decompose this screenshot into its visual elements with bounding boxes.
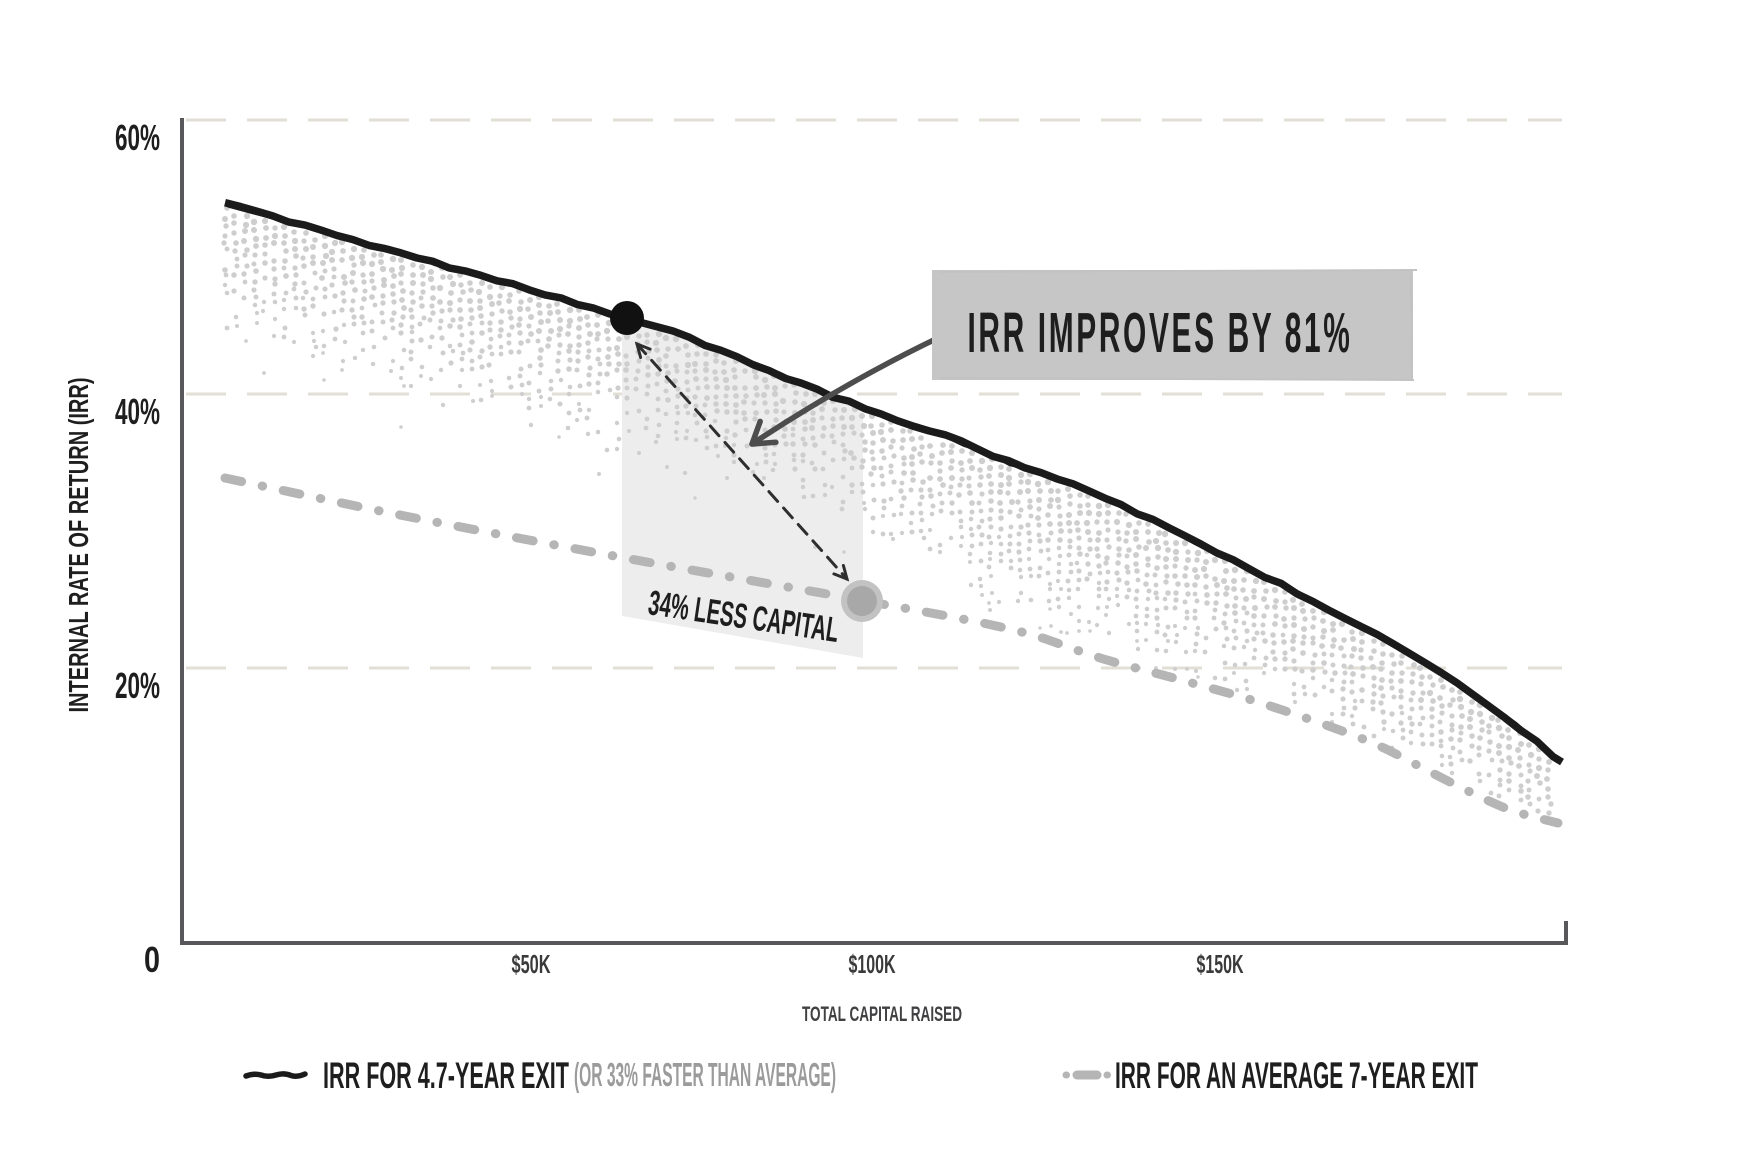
svg-text:$100K: $100K (849, 949, 896, 979)
svg-text:INTERNAL RATE OF RETURN (IRR): INTERNAL RATE OF RETURN (IRR) (63, 378, 94, 713)
svg-text:(OR 33% FASTER THAN AVERAGE): (OR 33% FASTER THAN AVERAGE) (574, 1056, 836, 1093)
svg-text:IRR FOR AN AVERAGE 7-YEAR EXIT: IRR FOR AN AVERAGE 7-YEAR EXIT (1115, 1055, 1478, 1096)
svg-text:0: 0 (144, 939, 160, 980)
svg-text:60%: 60% (115, 117, 160, 158)
svg-text:$50K: $50K (512, 949, 551, 979)
svg-text:$150K: $150K (1197, 949, 1244, 979)
svg-text:40%: 40% (115, 391, 160, 432)
svg-text:IRR IMPROVES BY 81%: IRR IMPROVES BY 81% (968, 301, 1353, 365)
svg-text:20%: 20% (115, 665, 160, 706)
svg-text:TOTAL CAPITAL RAISED: TOTAL CAPITAL RAISED (802, 1003, 962, 1026)
svg-text:IRR FOR 4.7-YEAR EXIT: IRR FOR 4.7-YEAR EXIT (323, 1055, 569, 1096)
